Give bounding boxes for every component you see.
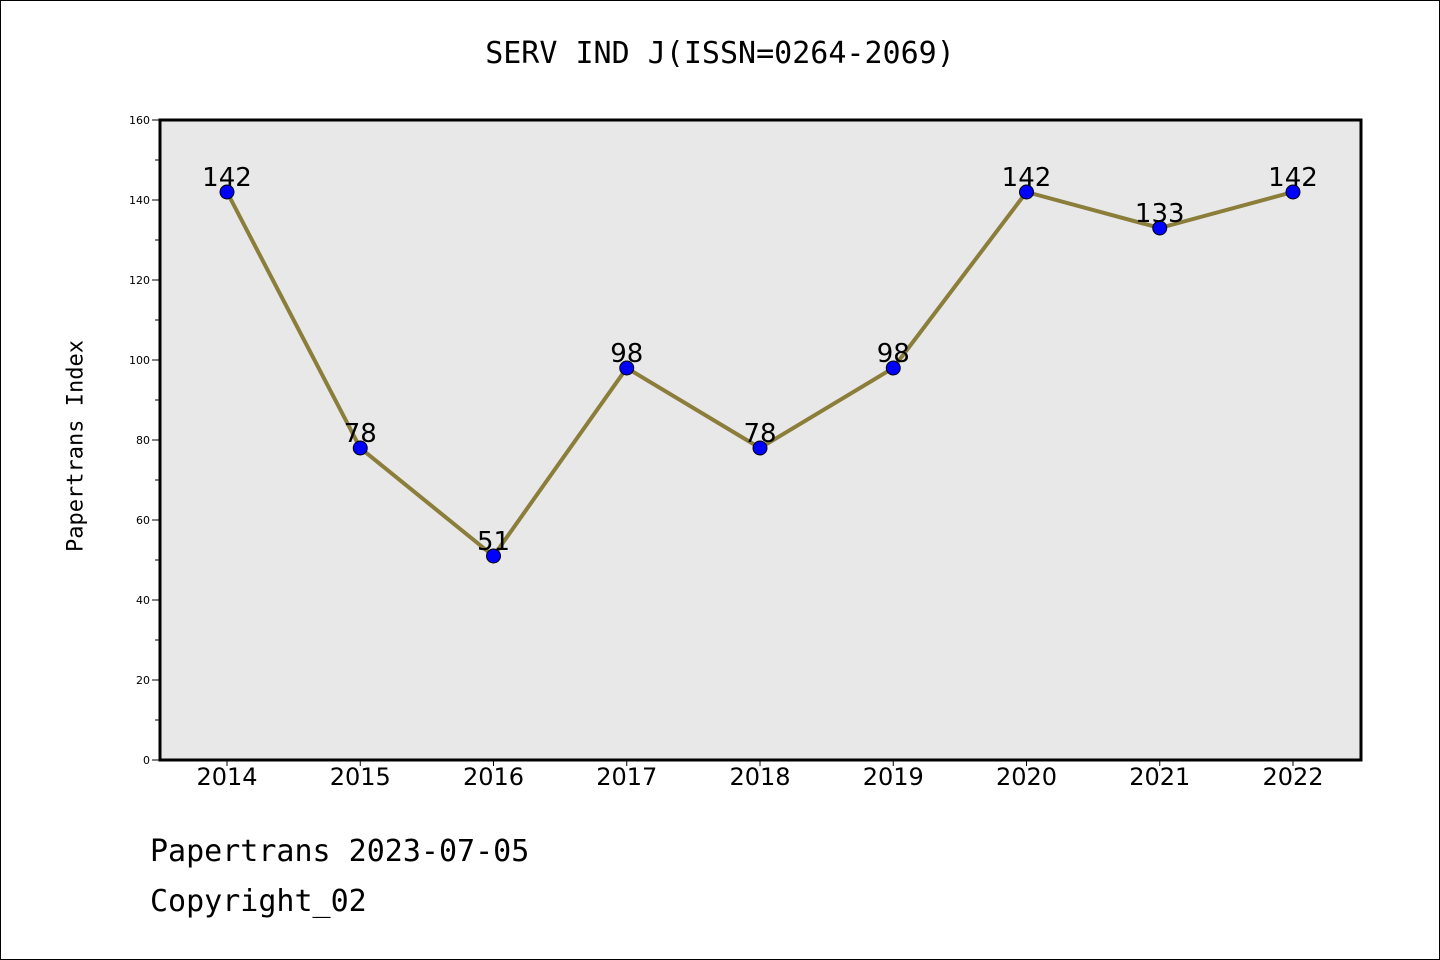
data-point-label: 142: [202, 163, 252, 193]
chart-title: SERV IND J(ISSN=0264-2069): [485, 36, 955, 71]
x-tick-label: 2019: [863, 763, 924, 791]
x-tick-label: 2022: [1262, 763, 1323, 791]
plot-border: [158, 118, 1363, 762]
data-point-marker: [1285, 184, 1301, 200]
footer-copyright: Copyright_02: [150, 884, 367, 919]
y-tick-label: 140: [129, 194, 150, 207]
y-tick-label: 20: [136, 674, 150, 687]
data-point-label: 51: [477, 527, 510, 557]
data-point-marker: [1019, 184, 1034, 200]
x-tick-label: 2017: [596, 763, 657, 791]
x-tick-label: 2016: [463, 763, 524, 791]
data-point-marker: [1152, 220, 1168, 236]
data-point-label: 133: [1135, 199, 1185, 229]
data-points: [219, 184, 1301, 564]
y-tick-label: 0: [143, 754, 150, 767]
x-tick-label: 2014: [196, 763, 257, 791]
footer-source: Papertrans 2023-07-05: [150, 834, 530, 869]
data-point-label: 142: [1268, 163, 1318, 193]
x-tick-label: 2021: [1129, 763, 1190, 791]
data-point-label: 78: [743, 419, 776, 449]
y-tick-label: 80: [136, 434, 150, 447]
data-point-marker: [752, 440, 768, 456]
y-tick-label: 120: [129, 274, 150, 287]
x-tick-label: 2020: [996, 763, 1057, 791]
y-tick-label: 100: [129, 354, 150, 367]
y-tick-label: 160: [129, 114, 150, 127]
x-tick-label: 2018: [729, 763, 790, 791]
y-tick-label: 40: [136, 594, 150, 607]
data-point-label: 78: [344, 419, 377, 449]
data-point-label: 98: [610, 339, 643, 369]
data-labels: 142 78 51 98 78 98 142 133 142: [202, 163, 1318, 557]
data-point-marker: [619, 360, 635, 376]
data-point-label: 142: [1002, 163, 1052, 193]
data-point-marker: [486, 548, 501, 564]
y-axis-ticks: 0 20 40 60 80 100 120 140 160: [129, 114, 160, 767]
data-point-marker: [885, 360, 901, 376]
data-point-marker: [352, 440, 368, 456]
data-point-marker: [219, 184, 235, 200]
data-point-label: 98: [877, 339, 910, 369]
y-tick-label: 60: [136, 514, 150, 527]
x-tick-label: 2015: [330, 763, 391, 791]
x-axis-ticks: 2014 2015 2016 2017 2018 2019 2020 2021 2022: [196, 760, 1324, 791]
